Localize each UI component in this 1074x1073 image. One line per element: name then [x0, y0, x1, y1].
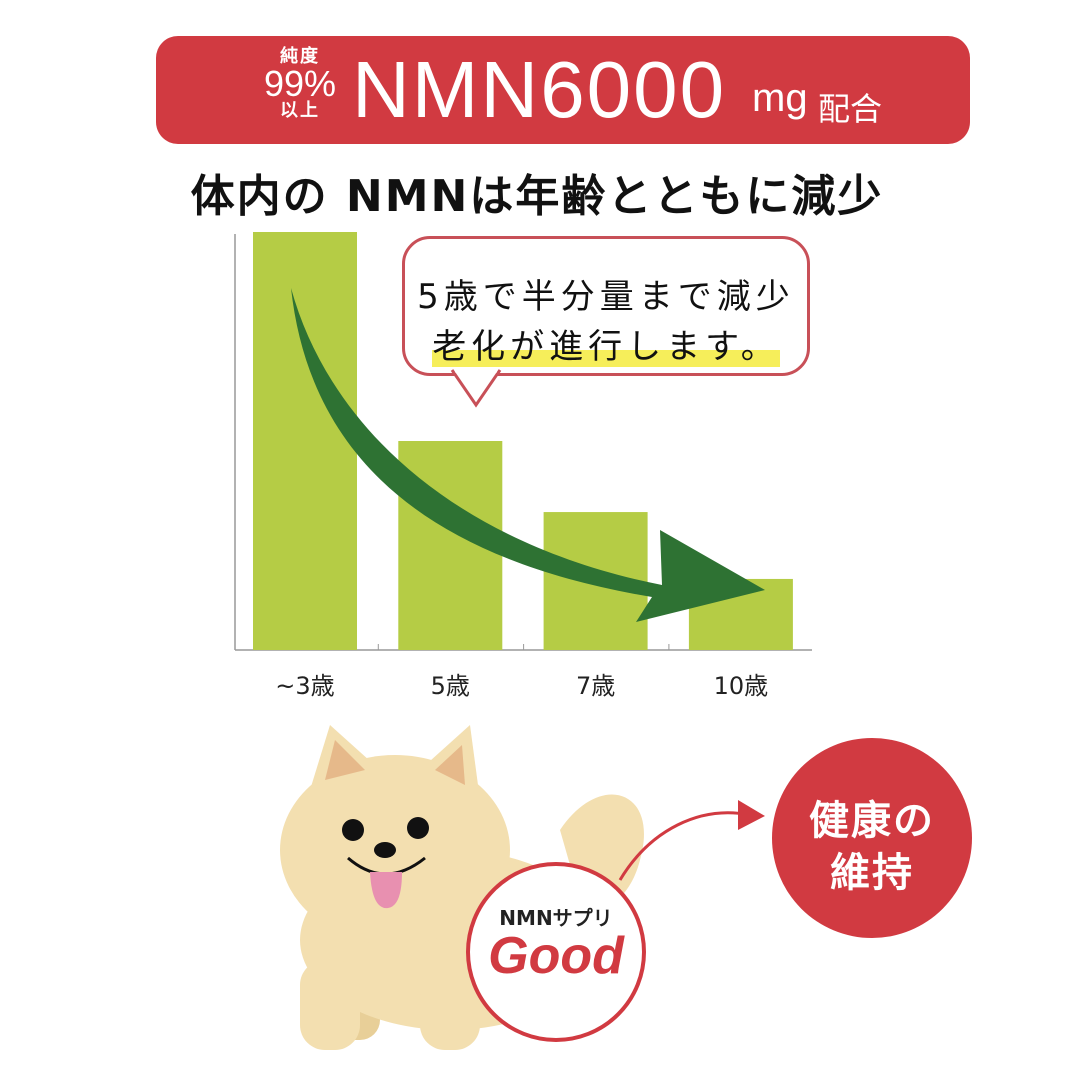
product-unit: mg [752, 76, 808, 120]
purity-bottom: 以上 [280, 100, 320, 121]
callout-bubble: 5歳で半分量まで減少 老化が進行します。 [402, 236, 810, 376]
product-suffix: 配合 [818, 90, 883, 128]
product-name: NMN6000 [352, 45, 727, 134]
x-tick-label: ~3歳 [275, 672, 335, 700]
callout-line1: 5歳で半分量まで減少 [417, 277, 795, 317]
bar-0 [253, 232, 357, 650]
callout-line2-wrap: 老化が進行します。 [405, 319, 807, 368]
title-banner: 純度 99% 以上 NMN6000 mg 配合 [156, 36, 970, 144]
badge-word: Good [488, 927, 624, 985]
badge-label: NMNサプリ [499, 906, 613, 930]
callout-line2: 老化が進行します。 [432, 327, 780, 367]
purity-label: 純度 99% 以上 [260, 48, 340, 120]
purity-value: 99% [263, 63, 337, 104]
health-circle: 健康の 維持 [772, 738, 972, 938]
x-tick-label: 5歳 [430, 672, 470, 700]
decline-arrow [291, 288, 765, 622]
health-line1: 健康の [809, 798, 935, 844]
x-tick-label: 10歳 [713, 672, 769, 700]
nmn-supplement-badge: NMNサプリ Good [466, 862, 646, 1042]
headline: 体内の NMNは年齢とともに減少 [190, 171, 884, 222]
purity-top: 純度 [280, 46, 320, 67]
health-line2: 維持 [830, 850, 914, 896]
x-tick-label: 7歳 [575, 672, 616, 700]
